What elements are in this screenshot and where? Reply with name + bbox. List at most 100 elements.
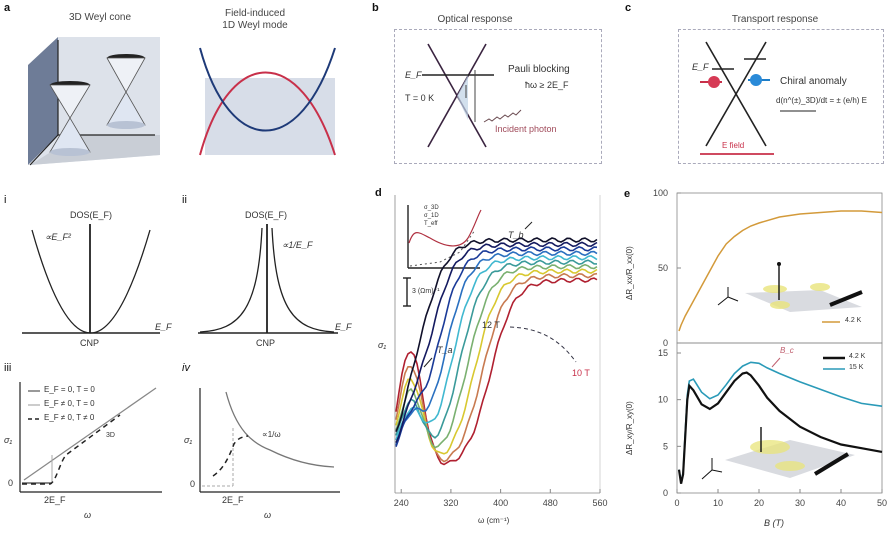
panel-a-letter: a bbox=[4, 2, 11, 14]
panel-iii-legend-1: E_F = 0, T = 0 bbox=[44, 385, 95, 394]
panel-e-x-tick-label: 30 bbox=[795, 498, 805, 508]
panel-iv-xlabel: ω bbox=[264, 510, 272, 520]
weyl-mode-1d bbox=[199, 47, 336, 156]
panel-iv-letter: iv bbox=[182, 362, 190, 374]
panel-e-bottom-y-tick-label: 0 bbox=[663, 488, 668, 498]
panel-iii-legend-3: E_F ≠ 0, T ≠ 0 bbox=[44, 413, 95, 422]
panel-c-anomaly-label: Chiral anomaly bbox=[780, 76, 847, 87]
panel-d-x-tick-label: 400 bbox=[493, 498, 508, 508]
panel-iv-origin: 0 bbox=[190, 479, 196, 489]
panel-c-ef-label: E_F bbox=[692, 62, 709, 72]
panel-d-letter: d bbox=[375, 187, 382, 199]
panel-e-bottom-y-tick-label: 5 bbox=[663, 441, 668, 451]
panel-a-title-right-1: Field-induced bbox=[224, 8, 286, 19]
box-side-wall bbox=[28, 37, 58, 165]
panel-d-label-low: 10 T bbox=[572, 368, 590, 378]
panel-e-bottom-device-icon bbox=[701, 427, 855, 480]
panel-iii-origin: 0 bbox=[8, 478, 14, 488]
panel-b-box bbox=[394, 29, 602, 164]
panel-d-arrow-tb: T_b bbox=[508, 230, 524, 240]
red-electron-icon bbox=[700, 76, 722, 88]
panel-d-spectrum-12T bbox=[395, 237, 598, 433]
panel-a-title-left: 3D Weyl cone bbox=[68, 12, 132, 23]
dos-parabola bbox=[31, 229, 151, 334]
panel-d-ylabel: σ₁ bbox=[378, 340, 387, 350]
panel-d-spectrum-10T bbox=[395, 277, 598, 466]
panel-iii-mark: 2E_F bbox=[44, 495, 66, 505]
panel-e-curves bbox=[677, 210, 883, 484]
panel-d-spectrum-11.6T bbox=[395, 241, 598, 444]
panel-e-top-legend: 4.2 K bbox=[845, 317, 862, 324]
panel-i-letter: i bbox=[4, 194, 7, 206]
line-inverse-omega bbox=[225, 391, 335, 468]
panel-iv-mark: 2E_F bbox=[222, 495, 244, 505]
panel-e-letter: e bbox=[624, 188, 631, 200]
panel-b-ef-label: E_F bbox=[405, 70, 422, 80]
panel-iii-xlabel: ω bbox=[84, 510, 92, 520]
panel-e-top-ylabel: ΔR_xx/R_xx(0) bbox=[625, 246, 634, 300]
panel-iv-ylabel: σ₁ bbox=[184, 435, 193, 445]
panel-d-inset-legend-3: T_eff bbox=[424, 221, 438, 227]
axis-y bbox=[29, 134, 59, 166]
transition-region bbox=[457, 75, 468, 120]
panel-e-x-tick-label: 40 bbox=[836, 498, 846, 508]
band-red bbox=[199, 71, 336, 156]
panel-b-temp-label: T = 0 K bbox=[405, 93, 435, 103]
panel-e-bottom-frame bbox=[676, 342, 883, 494]
panel-e-top-y-tick-label: 0 bbox=[663, 338, 668, 348]
panel-e-legend-4k: 4.2 K bbox=[849, 353, 866, 360]
panel-b-photon-label: Incident photon bbox=[495, 124, 557, 134]
panel-d-x-tick-label: 320 bbox=[443, 498, 458, 508]
panel-i-origin-label: CNP bbox=[80, 338, 100, 348]
line-ef-zero bbox=[23, 387, 157, 481]
panel-ii-ylabel: DOS(E_F) bbox=[245, 210, 288, 220]
panel-e-top-y-tick-label: 100 bbox=[653, 188, 668, 198]
inset-curve bbox=[408, 209, 482, 247]
band-blue bbox=[199, 47, 336, 132]
panel-e-bottom-y-tick-label: 10 bbox=[658, 395, 668, 405]
weyl-cone-right bbox=[106, 54, 146, 129]
panel-d-xlabel: ω (cm⁻¹) bbox=[478, 516, 510, 525]
panel-e-peak-label: B_c bbox=[780, 346, 794, 355]
panel-i-ylabel: DOS(E_F) bbox=[70, 210, 113, 220]
panel-c-equation: d(n^(±)_3D)/dt = ± (e/h) E bbox=[776, 96, 868, 105]
blue-electron-icon bbox=[748, 74, 770, 86]
panel-b-condition: ħω ≥ 2E_F bbox=[525, 80, 569, 90]
panel-e-bottom-ylabel: ΔR_xy/R_xy(0) bbox=[625, 401, 634, 455]
panel-d-label-high: 12 T bbox=[482, 320, 500, 330]
panel-c-title: Transport response bbox=[731, 14, 819, 25]
panel-d-ticks: 240 320 400 480 560 bbox=[394, 489, 608, 508]
panel-b-title: Optical response bbox=[437, 14, 513, 25]
dos-right bbox=[271, 227, 335, 333]
panel-c-letter: c bbox=[625, 2, 632, 14]
panel-d-x-tick-label: 480 bbox=[543, 498, 558, 508]
panel-b-letter: b bbox=[372, 2, 379, 14]
panel-d-inset-legend-2: σ_1D bbox=[424, 213, 439, 219]
band-up bbox=[427, 43, 487, 148]
panel-ii-origin-label: CNP bbox=[256, 338, 276, 348]
panel-iv-annot: ∝1/ω bbox=[262, 430, 281, 439]
panel-e-bottom-y-tick-label: 15 bbox=[658, 348, 668, 358]
box-floor bbox=[30, 135, 160, 165]
peak-arrow bbox=[771, 357, 781, 368]
panel-iii-annot: 3D bbox=[106, 432, 115, 439]
panel-ii-letter: ii bbox=[182, 194, 187, 206]
panel-d-arrow-ta: T_a bbox=[437, 345, 453, 355]
line-finite-temp bbox=[22, 414, 121, 485]
panel-d-curves bbox=[395, 237, 598, 466]
panel-e-xlabel: B (T) bbox=[764, 518, 784, 528]
panel-d-spectrum-11.4T bbox=[395, 246, 598, 447]
panel-iii-legend-2: E_F ≠ 0, T = 0 bbox=[44, 399, 95, 408]
panel-d-x-tick-label: 560 bbox=[592, 498, 607, 508]
panel-e-x-tick-label: 0 bbox=[674, 498, 679, 508]
panel-d-spectrum-11T bbox=[395, 254, 598, 441]
panel-iii-letter: iii bbox=[4, 362, 12, 374]
filled-region bbox=[205, 78, 335, 155]
